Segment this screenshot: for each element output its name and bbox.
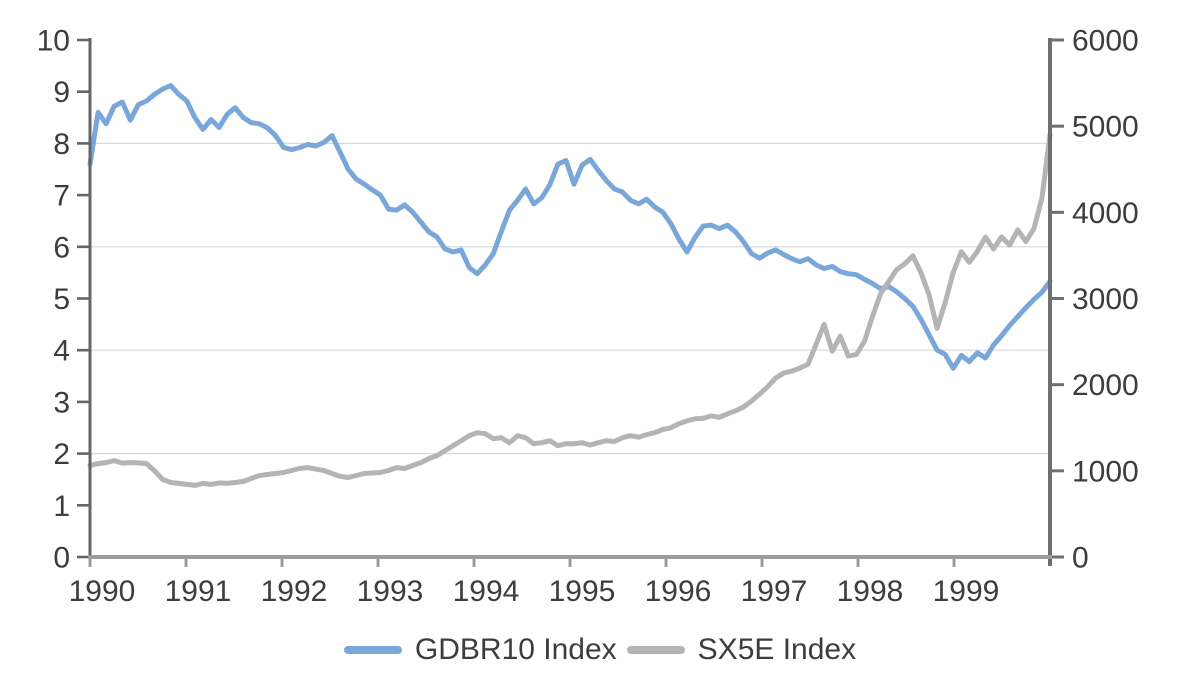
y-axis-right-tick-label: 6000 xyxy=(1072,25,1139,58)
y-axis-left-tick-label: 6 xyxy=(53,231,70,264)
y-axis-left-tick-label: 4 xyxy=(53,335,70,368)
x-axis-tick-label: 1997 xyxy=(741,575,808,608)
gridlines xyxy=(90,142,1050,455)
y-axis-left-tick-label: 2 xyxy=(53,438,70,471)
y-axis-right-tick-label: 4000 xyxy=(1072,197,1139,230)
sx5e-line xyxy=(87,131,1053,488)
sx5e-legend-label: SX5E Index xyxy=(697,633,857,666)
gdbr10-line xyxy=(87,83,1053,371)
x-axis: 1990 1991 1992 1993 1994 1995 1996 1997 1998 1999 xyxy=(69,555,1052,608)
y-axis-right: 0 1000 2000 3000 4000 5000 6000 xyxy=(1048,25,1139,575)
x-axis-tick-label: 1995 xyxy=(549,575,616,608)
y-axis-left-tick-label: 10 xyxy=(37,25,70,58)
x-axis-tick-label: 1993 xyxy=(357,575,424,608)
legend-item-gdbr10: GDBR10 Index xyxy=(343,633,617,667)
y-axis-left-tick-label: 9 xyxy=(53,76,70,109)
y-axis-left-tick-label: 3 xyxy=(53,386,70,419)
y-axis-left: 0 1 2 3 4 5 6 7 8 9 10 xyxy=(37,25,92,575)
x-axis-tick-label: 1990 xyxy=(69,575,136,608)
x-axis-tick-label: 1996 xyxy=(645,575,712,608)
y-axis-right-tick-label: 0 xyxy=(1072,542,1089,575)
y-axis-left-tick-label: 5 xyxy=(53,283,70,316)
sx5e-swatch xyxy=(626,646,685,654)
y-axis-left-tick-label: 0 xyxy=(53,542,70,575)
gdbr10-legend-label: GDBR10 Index xyxy=(414,633,617,666)
x-axis-tick-label: 1991 xyxy=(165,575,232,608)
x-axis-tick-label: 1999 xyxy=(933,575,1000,608)
x-axis-tick-label: 1992 xyxy=(261,575,328,608)
legend-item-sx5e: SX5E Index xyxy=(626,633,857,667)
y-axis-left-tick-label: 8 xyxy=(53,128,70,161)
y-axis-right-tick-label: 1000 xyxy=(1072,455,1139,488)
legend: GDBR10 Index SX5E Index xyxy=(0,633,1200,667)
y-axis-left-tick-label: 7 xyxy=(53,180,70,213)
y-axis-right-tick-label: 2000 xyxy=(1072,369,1139,402)
y-axis-right-tick-label: 5000 xyxy=(1072,111,1139,144)
y-axis-right-tick-label: 3000 xyxy=(1072,283,1139,316)
series-lines xyxy=(87,83,1053,488)
x-axis-tick-label: 1998 xyxy=(837,575,904,608)
x-axis-tick-label: 1994 xyxy=(453,575,520,608)
y-axis-left-tick-label: 1 xyxy=(53,490,70,523)
gdbr10-swatch xyxy=(343,646,402,654)
